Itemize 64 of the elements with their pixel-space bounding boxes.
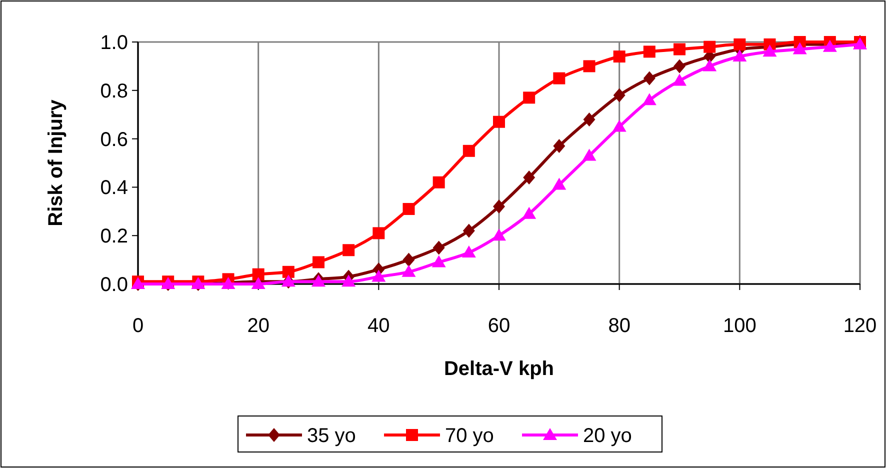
x-tick-label: 0 (132, 315, 144, 337)
point (704, 40, 716, 53)
point (552, 178, 566, 190)
y-tick-label: 1.0 (100, 32, 128, 54)
point (462, 144, 475, 157)
point (402, 252, 415, 267)
point (613, 50, 626, 63)
y-tick-label: 0.8 (100, 80, 128, 102)
y-tick-label: 0.4 (100, 177, 128, 200)
point (342, 274, 356, 287)
point (672, 74, 686, 86)
point (523, 170, 536, 185)
x-axis-title: Delta-V kph (444, 358, 554, 380)
point (402, 202, 415, 215)
y-tick-label: 0.0 (100, 274, 128, 296)
point (522, 206, 536, 219)
x-tick-label: 40 (368, 315, 390, 337)
y-axis-title: Risk of Injury (45, 98, 67, 226)
point (643, 46, 656, 58)
point (432, 240, 445, 255)
point (493, 200, 505, 214)
point (674, 43, 686, 56)
x-tick-label: 120 (843, 315, 877, 337)
legend-label: 20 yo (583, 425, 632, 447)
y-tick-label: 0.2 (100, 226, 128, 248)
point (251, 277, 266, 289)
point (432, 176, 445, 188)
point (734, 38, 746, 50)
y-tick-label: 0.6 (100, 128, 128, 151)
point (282, 266, 294, 278)
point (342, 244, 355, 256)
legend-label: 35 yo (307, 425, 356, 447)
point (432, 255, 446, 268)
point (674, 59, 686, 74)
point (523, 92, 536, 104)
point (702, 59, 717, 72)
x-tick-label: 100 (722, 315, 756, 337)
point (372, 270, 386, 282)
point (582, 148, 596, 161)
point (252, 268, 264, 280)
legend-label: 70 yo (445, 425, 494, 447)
point (372, 227, 385, 240)
point (762, 44, 777, 57)
x-tick-label: 20 (247, 315, 270, 337)
point (493, 116, 505, 128)
point (402, 264, 416, 277)
point (612, 120, 626, 132)
point (462, 246, 476, 258)
point (583, 112, 596, 126)
point (553, 72, 566, 84)
point (822, 40, 837, 52)
point (312, 274, 326, 287)
point (312, 256, 324, 268)
point (732, 50, 747, 62)
point (613, 88, 626, 102)
point (553, 139, 566, 154)
point (792, 42, 807, 54)
point (462, 224, 475, 238)
x-tick-label: 80 (608, 315, 630, 337)
x-tick-label: 60 (488, 315, 510, 337)
point (492, 228, 506, 241)
point (642, 93, 656, 106)
point (643, 71, 656, 86)
point (583, 60, 596, 72)
